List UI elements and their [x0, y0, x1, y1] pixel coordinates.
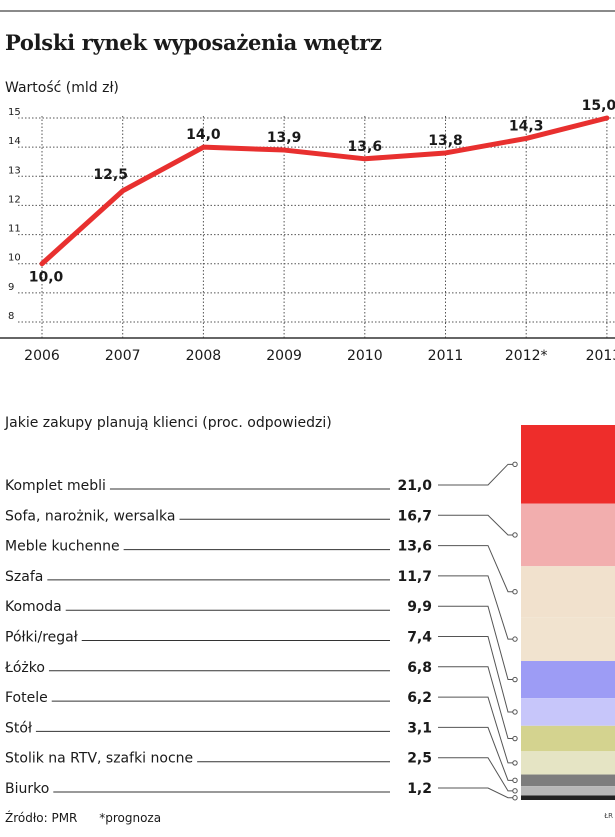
x-tick-label: 2012* [505, 348, 548, 364]
bar-chart-title: Jakie zakupy planują klienci (proc. odpo… [4, 415, 332, 431]
value-label: 2,5 [407, 751, 432, 767]
data-label: 12,5 [93, 167, 128, 183]
connector-dot [512, 636, 518, 642]
connector-dot [512, 532, 518, 538]
x-tick-label: 2006 [24, 348, 60, 364]
y-tick-label: 9 [8, 282, 14, 293]
value-label: 7,4 [407, 630, 432, 646]
connector-line [438, 463, 514, 486]
stack-segment [521, 725, 615, 752]
value-label: 21,0 [397, 478, 432, 494]
y-tick-label: 8 [8, 311, 14, 322]
y-tick-label: 14 [8, 136, 21, 147]
data-label: 15,0 [582, 98, 615, 114]
x-tick-label: 2009 [266, 348, 302, 364]
value-label: 9,9 [407, 599, 432, 615]
category-label: Szafa [5, 569, 43, 585]
category-label: Stół [5, 720, 32, 736]
connector-line [438, 757, 514, 792]
connector-dot [512, 788, 518, 794]
connector-line [438, 514, 514, 536]
y-axis-label: Wartość (mld zł) [5, 80, 119, 96]
connector-line [438, 787, 514, 799]
y-tick-label: 15 [8, 107, 21, 118]
y-tick-label: 10 [8, 253, 21, 264]
data-label: 14,0 [186, 127, 221, 143]
y-tick-label: 11 [8, 224, 21, 235]
connector-dot [512, 777, 518, 784]
stack-segment [521, 774, 615, 787]
value-label: 13,6 [397, 539, 432, 555]
connector-line [438, 605, 514, 681]
x-tick-label: 2013* [586, 348, 615, 364]
page-title: Polski rynek wyposażenia wnętrz [5, 30, 382, 55]
connector-dot [512, 709, 518, 715]
top-rule [0, 10, 615, 12]
connector-line [438, 575, 514, 640]
x-tick-label: 2011 [428, 348, 464, 364]
x-tick-label: 2008 [186, 348, 222, 364]
connector-dot [512, 461, 518, 468]
stack-segment [521, 751, 615, 775]
category-label: Sofa, narożnik, wersalka [5, 508, 175, 524]
value-label: 1,2 [407, 781, 432, 797]
data-label: 14,3 [509, 118, 544, 134]
value-label: 3,1 [407, 720, 432, 736]
value-label: 16,7 [397, 508, 432, 524]
connector-line [438, 726, 514, 781]
x-tick-label: 2007 [105, 348, 141, 364]
source-note: Źródło: PMR [5, 811, 78, 825]
connector-line [438, 545, 514, 593]
value-label: 11,7 [397, 569, 432, 585]
footer: Źródło: PMR *prognoza [5, 811, 179, 825]
stack-segment [521, 661, 615, 699]
stack-segment [521, 698, 615, 726]
connector-dot [512, 589, 518, 595]
stack-segment [521, 503, 615, 567]
data-label: 10,0 [29, 270, 64, 286]
data-label: 13,6 [348, 139, 383, 155]
data-label: 13,9 [267, 130, 302, 146]
line-chart: Wartość (mld zł) 8 9 10 11 12 13 14 15 2006 2007 20… [0, 80, 615, 364]
connector-line [438, 636, 514, 713]
x-tick-label: 2010 [347, 348, 383, 364]
value-label: 6,2 [407, 690, 432, 706]
connector-dot [512, 735, 518, 742]
series-line [39, 115, 610, 267]
connector-line [438, 696, 514, 764]
stack-segment [521, 795, 615, 800]
connector-dot [512, 795, 518, 801]
category-label: Komoda [5, 599, 62, 615]
y-tick-label: 13 [8, 165, 21, 176]
category-label: Komplet mebli [5, 478, 106, 494]
connector-dot [512, 760, 518, 766]
value-label: 6,8 [407, 660, 432, 676]
stack-segment [521, 786, 615, 796]
corner-mark: ŁR [604, 812, 613, 820]
category-label: Meble kuchenne [5, 539, 120, 555]
stack-segment [521, 425, 615, 504]
data-label: 13,8 [428, 133, 463, 149]
stack-segment [521, 566, 615, 618]
connector-line [438, 666, 514, 740]
category-label: Stolik na RTV, szafki nocne [5, 751, 193, 767]
forecast-note: *prognoza [99, 811, 162, 825]
y-tick-label: 12 [8, 194, 21, 205]
stack-segment [521, 617, 615, 662]
category-label: Półki/regał [5, 630, 78, 646]
connector-dot [512, 676, 518, 683]
category-label: Biurko [5, 781, 49, 797]
category-label: Łóżko [4, 660, 45, 676]
category-label: Fotele [5, 690, 48, 706]
